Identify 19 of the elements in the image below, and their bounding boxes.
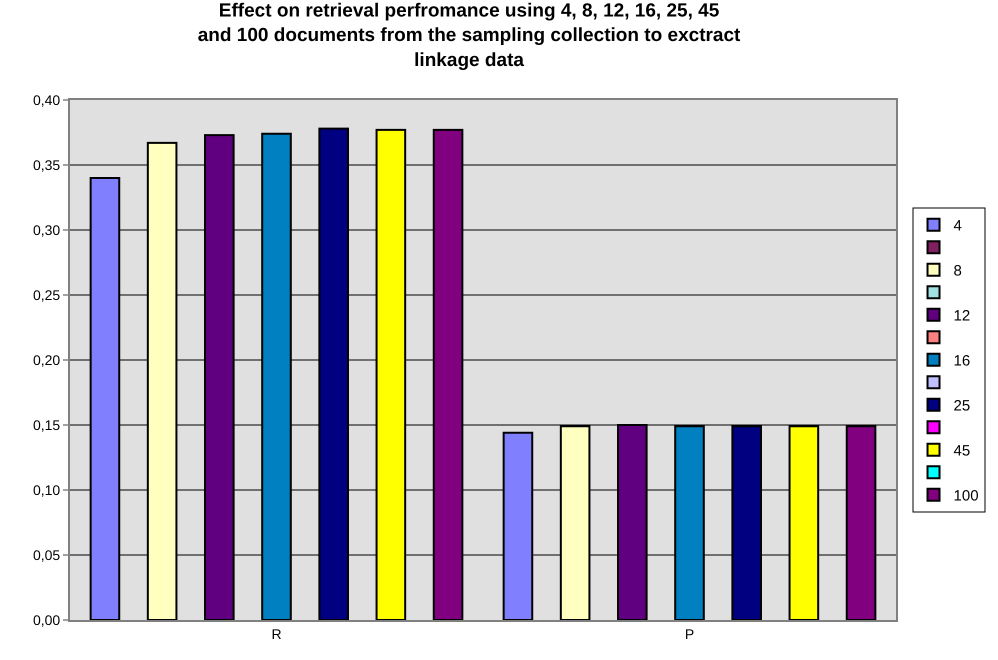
y-tick-label: 0,10 [32,482,60,498]
legend-label: 100 [954,488,979,505]
legend-label: 4 [954,218,962,235]
legend-label: 16 [954,352,970,370]
legend-label: 45 [954,442,970,460]
chart-title: Effect on retrieval perfromance using 4, 8, 12, 16, 25, 45 and 100 documents from the sampling collection to exctract linkage data [198,0,742,71]
x-tick-label: P [684,626,694,642]
legend-label: 8 [954,262,962,280]
y-tick-label: 0,35 [32,156,60,173]
y-tick-label: 0,15 [32,416,60,433]
legend-label: 25 [954,398,970,415]
y-tick-label: 0,30 [32,222,60,238]
y-tick-label: 0,00 [32,612,60,628]
y-tick-label: 0,05 [32,546,60,563]
y-tick-label: 0,40 [32,92,60,108]
x-tick-label: R [271,626,282,642]
y-tick-label: 0,25 [32,286,60,303]
y-tick-label: 0,20 [32,352,60,368]
legend-label: 12 [954,308,970,325]
